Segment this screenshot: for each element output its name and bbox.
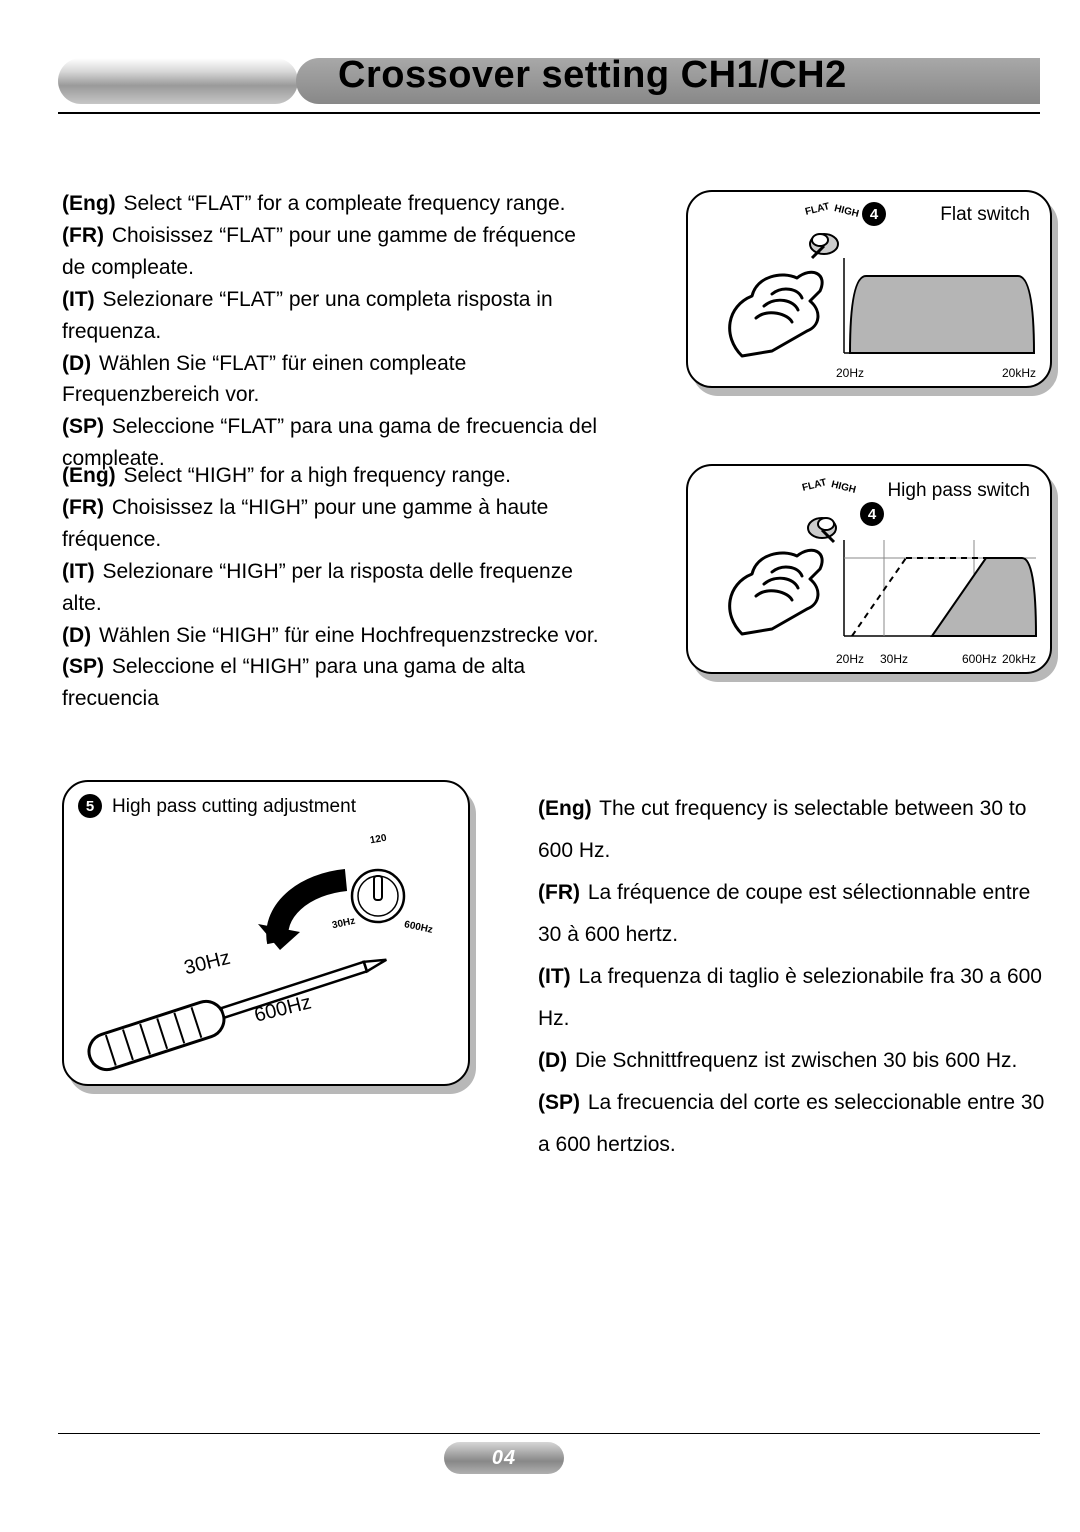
- lang-label: (SP): [538, 1082, 580, 1124]
- figure-badge: 4: [860, 502, 884, 526]
- figure-caption: High pass cutting adjustment: [112, 796, 356, 818]
- figure-flat-switch: 4 Flat switch FLAT HIGH 20Hz 20kHz: [686, 190, 1052, 388]
- lang-label: (FR): [538, 872, 580, 914]
- figure-high-switch: High pass switch 4 FLAT HIGH 20Hz 30Hz 6…: [686, 464, 1052, 674]
- highpass-response-plot: [826, 528, 1040, 652]
- lang-text: Selezionare “HIGH” per la risposta delle…: [62, 560, 573, 615]
- lang-text: Choisissez la “HIGH” pour une gamme à ha…: [62, 496, 548, 551]
- lang-label: (FR): [62, 492, 104, 524]
- lang-line: (FR) Choisissez la “HIGH” pour une gamme…: [62, 492, 602, 556]
- figure-caption: High pass switch: [887, 480, 1030, 502]
- lang-line: (Eng) Select “FLAT” for a compleate freq…: [62, 188, 602, 220]
- axis-low: 20Hz: [836, 652, 864, 666]
- lang-label: (D): [62, 348, 91, 380]
- section-2-text: (Eng) Select “HIGH” for a high frequency…: [62, 460, 602, 715]
- page-title: Crossover setting CH1/CH2: [338, 54, 847, 97]
- screwdriver-pot-icon: [78, 832, 458, 1072]
- lang-line: (IT) Selezionare “FLAT” per una completa…: [62, 284, 602, 348]
- axis-mid2: 600Hz: [962, 652, 997, 666]
- flat-response-plot: [826, 248, 1038, 368]
- lang-label: (IT): [538, 956, 571, 998]
- lang-label: (Eng): [538, 788, 592, 830]
- lang-label: (D): [62, 620, 91, 652]
- page-number: 04: [444, 1442, 564, 1474]
- lang-label: (IT): [62, 284, 95, 316]
- lang-line: (IT) Selezionare “HIGH” per la risposta …: [62, 556, 602, 620]
- figure-pot-adjust: 5 High pass cutting adjustment 120 30Hz …: [62, 780, 470, 1086]
- lang-line: (FR) Choisissez “FLAT” pour une gamme de…: [62, 220, 602, 284]
- figure-badge: 4: [862, 202, 886, 226]
- page-header: Crossover setting CH1/CH2: [58, 58, 1040, 128]
- lang-line: (Eng) The cut frequency is selectable be…: [538, 788, 1058, 872]
- lang-text: La frequenza di taglio è selezionabile f…: [538, 965, 1042, 1030]
- axis-mid1: 30Hz: [880, 652, 908, 666]
- lang-line: (IT) La frequenza di taglio è selezionab…: [538, 956, 1058, 1040]
- lang-text: Select “FLAT” for a compleate frequency …: [118, 192, 566, 215]
- section-1-text: (Eng) Select “FLAT” for a compleate freq…: [62, 188, 602, 475]
- lang-text: Select “HIGH” for a high frequency range…: [118, 464, 511, 487]
- lang-line: (D) Wählen Sie “FLAT” für einen compleat…: [62, 348, 602, 412]
- lang-text: La fréquence de coupe est sélectionnable…: [538, 881, 1030, 946]
- lang-label: (Eng): [62, 460, 116, 492]
- lang-text: The cut frequency is selectable between …: [538, 797, 1026, 862]
- axis-high: 20kHz: [1002, 366, 1036, 380]
- lang-text: Choisissez “FLAT” pour une gamme de fréq…: [62, 224, 576, 279]
- lang-line: (SP) Seleccione el “HIGH” para una gama …: [62, 651, 602, 715]
- axis-low: 20Hz: [836, 366, 864, 380]
- lang-line: (D) Die Schnittfrequenz ist zwischen 30 …: [538, 1040, 1058, 1082]
- lang-line: (SP) La frecuencia del corte es seleccio…: [538, 1082, 1058, 1166]
- lang-label: (SP): [62, 651, 104, 683]
- figure-badge: 5: [78, 794, 102, 818]
- lang-text: Selezionare “FLAT” per una completa risp…: [62, 288, 553, 343]
- lang-line: (FR) La fréquence de coupe est sélection…: [538, 872, 1058, 956]
- lang-line: (Eng) Select “HIGH” for a high frequency…: [62, 460, 602, 492]
- switch-label-flat: FLAT: [801, 477, 828, 494]
- lang-label: (Eng): [62, 188, 116, 220]
- header-underline: [58, 112, 1040, 114]
- section-3-text: (Eng) The cut frequency is selectable be…: [538, 788, 1058, 1166]
- footer-line: [58, 1433, 1040, 1434]
- lang-text: Wählen Sie “HIGH” für eine Hochfrequenzs…: [93, 624, 598, 647]
- axis-high: 20kHz: [1002, 652, 1036, 666]
- lang-label: (FR): [62, 220, 104, 252]
- lang-text: La frecuencia del corte es seleccionable…: [538, 1091, 1044, 1156]
- lang-label: (D): [538, 1040, 567, 1082]
- lang-text: Wählen Sie “FLAT” für einen compleate Fr…: [62, 352, 466, 407]
- header-pill-decor: [58, 58, 298, 104]
- lang-text: Die Schnittfrequenz ist zwischen 30 bis …: [569, 1049, 1017, 1072]
- lang-label: (IT): [62, 556, 95, 588]
- figure-caption: Flat switch: [940, 204, 1030, 226]
- lang-text: Seleccione el “HIGH” para una gama de al…: [62, 655, 525, 710]
- lang-line: (D) Wählen Sie “HIGH” für eine Hochfrequ…: [62, 620, 602, 652]
- lang-label: (SP): [62, 411, 104, 443]
